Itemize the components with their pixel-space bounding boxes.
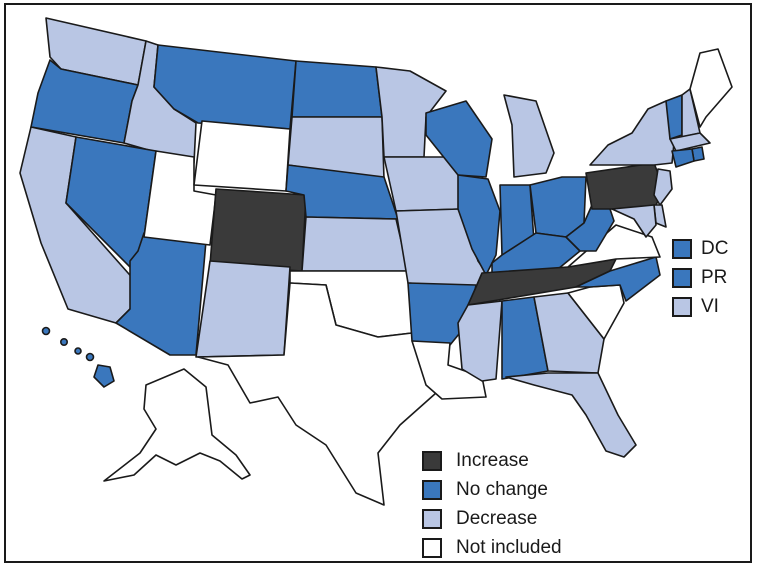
state-hawaii-big-island <box>93 364 115 388</box>
legend-swatch <box>422 479 442 500</box>
territories-legend: DC PR VI <box>672 234 728 321</box>
territory-label: DC <box>701 237 729 259</box>
state-massachusetts <box>669 132 711 152</box>
legend-swatch <box>422 450 442 471</box>
state-new-jersey <box>653 168 673 206</box>
territory-swatch <box>672 296 692 317</box>
map-frame: DC PR VI Increase No change Decrease Not… <box>4 3 752 563</box>
legend-item-increase: Increase <box>422 446 562 475</box>
state-wisconsin <box>425 100 493 178</box>
state-texas <box>197 282 437 506</box>
state-new-york <box>589 100 675 166</box>
state-michigan <box>503 94 555 178</box>
state-pennsylvania <box>585 162 665 210</box>
state-connecticut <box>671 148 695 168</box>
state-hawaii-oahu <box>59 337 68 346</box>
territory-dc: DC <box>672 234 728 263</box>
state-virginia <box>567 224 661 268</box>
territory-pr: PR <box>672 263 728 292</box>
legend-label: Increase <box>456 449 529 471</box>
territory-vi: VI <box>672 292 728 321</box>
legend-item-decrease: Decrease <box>422 504 562 533</box>
territory-label: PR <box>701 266 728 288</box>
state-kansas <box>301 216 409 272</box>
state-florida <box>505 372 637 458</box>
us-state-map <box>19 17 733 506</box>
legend-label: Decrease <box>456 507 538 529</box>
state-hawaii-kauai <box>41 326 51 336</box>
state-maryland <box>611 204 657 238</box>
territory-label: VI <box>701 295 719 317</box>
state-maine <box>689 48 733 128</box>
state-illinois <box>457 174 501 276</box>
state-south-carolina <box>567 284 625 340</box>
state-mississippi <box>457 300 503 382</box>
state-north-carolina <box>575 256 661 302</box>
state-colorado <box>209 188 307 272</box>
state-north-dakota <box>291 60 383 118</box>
territory-swatch <box>672 267 692 288</box>
state-georgia <box>533 292 605 374</box>
legend-item-no-change: No change <box>422 475 562 504</box>
state-minnesota <box>375 66 447 158</box>
territory-swatch <box>672 238 692 259</box>
state-hawaii-molokai <box>74 347 82 355</box>
state-hawaii-maui <box>85 352 95 362</box>
legend-swatch <box>422 537 442 558</box>
state-tennessee <box>467 258 617 306</box>
state-new-mexico <box>195 260 291 358</box>
state-louisiana <box>411 340 487 400</box>
legend-item-not-included: Not included <box>422 533 562 562</box>
legend-swatch <box>422 508 442 529</box>
legend-label: Not included <box>456 536 562 558</box>
state-alaska <box>103 368 251 482</box>
legend-label: No change <box>456 478 548 500</box>
state-wyoming <box>193 120 291 192</box>
legend: Increase No change Decrease Not included <box>422 446 562 562</box>
